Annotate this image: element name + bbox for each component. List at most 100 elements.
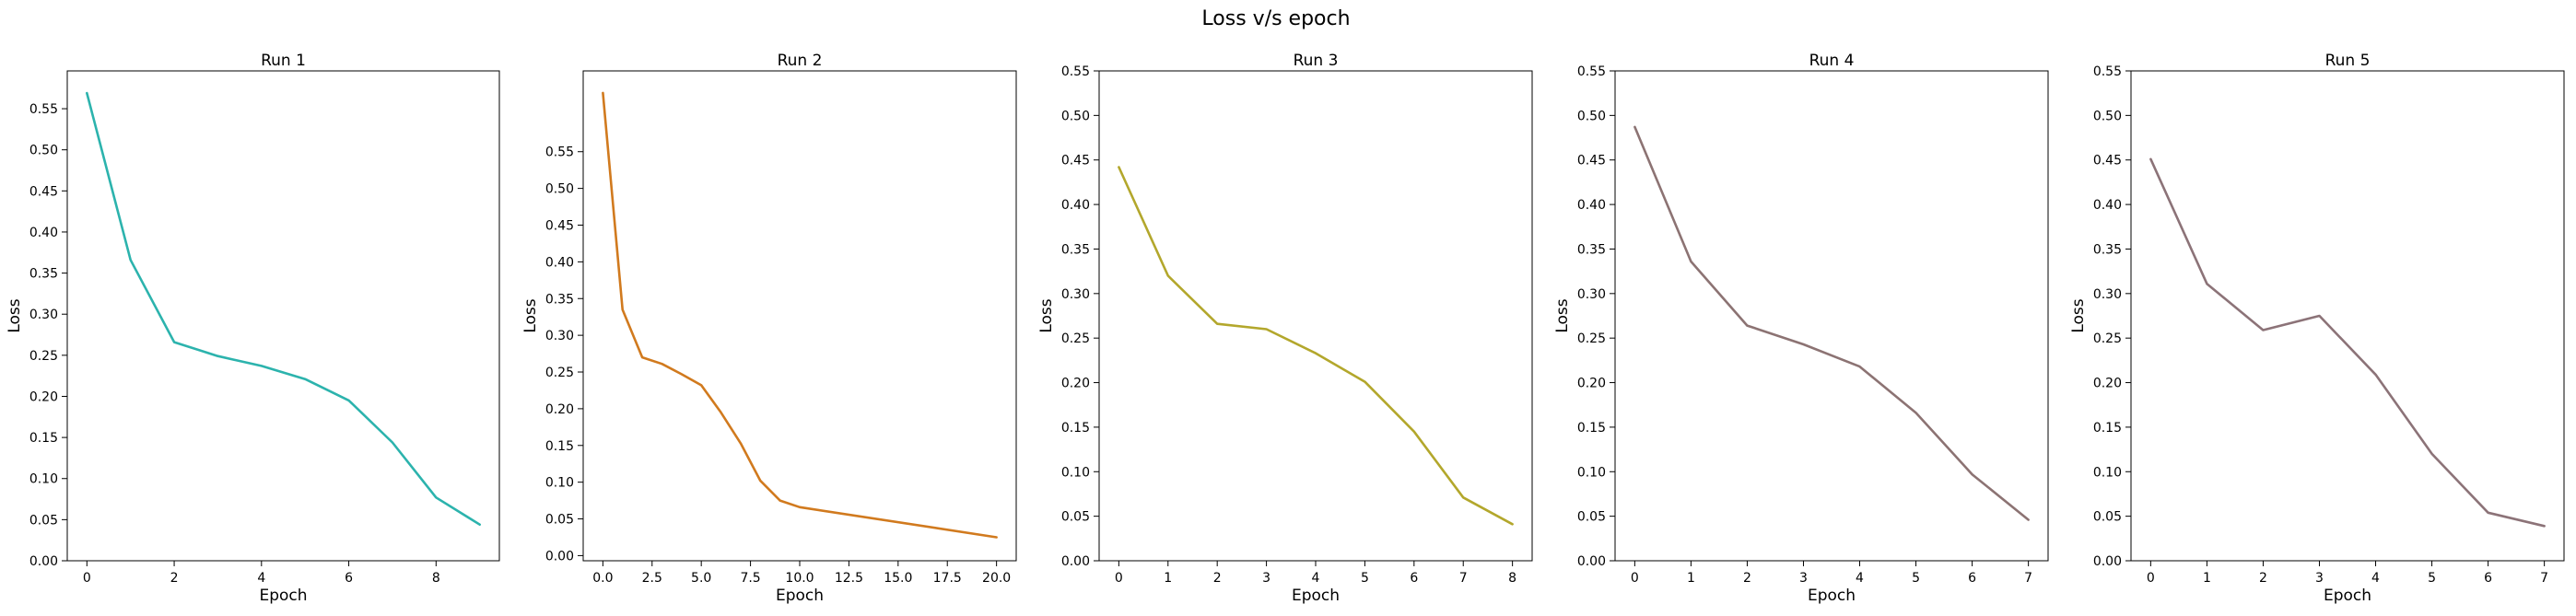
x-tick-label: 3: [2315, 571, 2324, 586]
panel-run-3: Run 3 0 1 2 3 4 5 6 7 8 0.00 0.05 0.10 0.15 0.20 0.25 0.…: [1037, 52, 1533, 605]
x-tick-label: 15.0: [884, 571, 912, 586]
y-tick-label: 0.50: [1061, 109, 1090, 123]
x-tick-label: 2.5: [642, 571, 662, 586]
x-tick-label: 5: [1912, 571, 1920, 586]
axes-frame: [1614, 70, 2049, 562]
y-tick-label: 0.35: [1577, 242, 1606, 257]
y-tick-label: 0.00: [1061, 554, 1090, 569]
x-tick-label: 0: [2147, 571, 2155, 586]
y-tick-label: 0.00: [545, 549, 574, 564]
y-tick-label: 0.10: [1061, 465, 1090, 480]
panel-run-2: Run 2 0.0 2.5 5.0 7.5 10.0 12.5 15.0 17.5 20.0 0.0…: [521, 52, 1017, 605]
y-tick-label: 0.55: [29, 102, 58, 117]
y-tick-label: 0.25: [545, 366, 574, 380]
panels: Run 10 2 4 6 80.000.050.100.150.200.250.300.…: [6, 52, 2565, 605]
y-tick-label: 0.20: [1577, 377, 1606, 391]
panel-run-4: Run 4 0 1 2 3 4 5 6 7 0.00 0.05 0.10 0.15 0.20 0.25 0.3…: [1553, 52, 2049, 605]
x-tick-label: 20.0: [982, 571, 1011, 586]
y-tick-label: 0.30: [29, 308, 58, 322]
x-axis-label: Epoch: [776, 587, 824, 605]
x-tick-label: 3: [1262, 571, 1270, 586]
y-tick-label: 0.45: [29, 184, 58, 199]
panel-run-1: Run 1 0 2 4 6 8 0.00 0.05 0.10 0.15 0.20 0.25 0.30 0.…: [6, 52, 500, 605]
y-tick-label: 0.10: [29, 472, 58, 487]
y-tick-label: 0.40: [1577, 198, 1606, 213]
figure-title: Loss v/s epoch: [1201, 7, 1350, 30]
x-tick-label: 5: [1361, 571, 1369, 586]
x-tick-label: 8: [432, 571, 440, 586]
y-tick-label: 0.50: [545, 182, 574, 197]
y-tick-label: 0.45: [1061, 154, 1090, 169]
y-tick-label: 0.55: [1577, 64, 1606, 79]
x-axis-label: Epoch: [1808, 587, 1856, 605]
panel-title: Run 2: [778, 52, 823, 70]
y-axis-label: Loss: [2069, 298, 2088, 332]
y-tick-label: 0.20: [1061, 377, 1090, 391]
x-tick-label: 0: [1115, 571, 1123, 586]
y-tick-label: 0.25: [2093, 331, 2122, 346]
y-tick-label: 0.25: [1061, 331, 1090, 346]
y-tick-label: 0.35: [29, 267, 58, 282]
y-tick-label: 0.05: [1577, 510, 1606, 525]
x-tick-label: 2: [2259, 571, 2267, 586]
y-tick-label: 0.20: [29, 389, 58, 404]
y-tick-label: 0.20: [545, 402, 574, 417]
y-tick-label: 0.15: [545, 439, 574, 454]
x-tick-label: 2: [170, 571, 179, 586]
x-tick-label: 7: [2540, 571, 2548, 586]
series-line-run-2: [602, 91, 998, 539]
series-line-run-5: [2149, 157, 2546, 528]
x-tick-label: 5: [2428, 571, 2436, 586]
x-tick-label: 2: [1743, 571, 1751, 586]
y-tick-label: 0.40: [545, 255, 574, 270]
x-tick-label: 0.0: [592, 571, 613, 586]
y-tick-label: 0.25: [29, 349, 58, 364]
y-tick-label: 0.15: [29, 431, 58, 446]
y-tick-label: 0.30: [545, 329, 574, 343]
y-tick-label: 0.55: [2093, 64, 2122, 79]
y-axis-label: Loss: [6, 298, 24, 332]
x-tick-label: 7: [2024, 571, 2032, 586]
y-tick-label: 0.05: [2093, 510, 2122, 525]
y-tick-label: 0.10: [1577, 465, 1606, 480]
axes-frame: [2130, 70, 2565, 562]
y-axis-label: Loss: [521, 298, 540, 332]
x-tick-label: 1: [2203, 571, 2211, 586]
y-tick-label: 0.50: [29, 144, 58, 158]
y-tick-label: 0.20: [2093, 377, 2122, 391]
x-tick-label: 4: [2371, 571, 2380, 586]
x-tick-label: 17.5: [933, 571, 962, 586]
y-tick-label: 0.40: [29, 226, 58, 240]
x-tick-label: 1: [1164, 571, 1172, 586]
y-tick-label: 0.35: [2093, 242, 2122, 257]
x-tick-label: 7.5: [740, 571, 760, 586]
y-tick-label: 0.45: [1577, 154, 1606, 169]
x-axis-label: Epoch: [259, 587, 307, 605]
y-tick-label: 0.30: [1577, 287, 1606, 302]
y-tick-label: 0.05: [29, 513, 58, 528]
y-tick-label: 0.15: [1061, 421, 1090, 436]
x-tick-label: 2: [1213, 571, 1222, 586]
y-tick-label: 0.10: [545, 476, 574, 491]
panel-title: Run 5: [2325, 52, 2371, 70]
x-tick-label: 4: [1312, 571, 1320, 586]
y-axis-label: Loss: [1553, 298, 1572, 332]
x-tick-label: 0: [1631, 571, 1639, 586]
x-tick-label: 6: [1968, 571, 1976, 586]
panel-run-5: Run 5 0 1 2 3 4 5 6 7 0.00 0.05 0.10 0.15 0.20 0.25 0.3…: [2069, 52, 2565, 605]
x-axis-label: Epoch: [2324, 587, 2371, 605]
y-tick-label: 0.00: [1577, 554, 1606, 569]
x-tick-label: 10.0: [785, 571, 814, 586]
y-tick-label: 0.30: [2093, 287, 2122, 302]
x-tick-label: 6: [345, 571, 353, 586]
y-tick-label: 0.10: [2093, 465, 2122, 480]
y-tick-label: 0.15: [1577, 421, 1606, 436]
panel-title: Run 1: [261, 52, 306, 70]
series-line-run-3: [1118, 166, 1514, 526]
x-tick-label: 1: [1687, 571, 1695, 586]
y-tick-label: 0.05: [545, 513, 574, 528]
x-tick-label: 0: [83, 571, 91, 586]
x-tick-label: 6: [1410, 571, 1418, 586]
y-tick-label: 0.55: [1061, 64, 1090, 79]
